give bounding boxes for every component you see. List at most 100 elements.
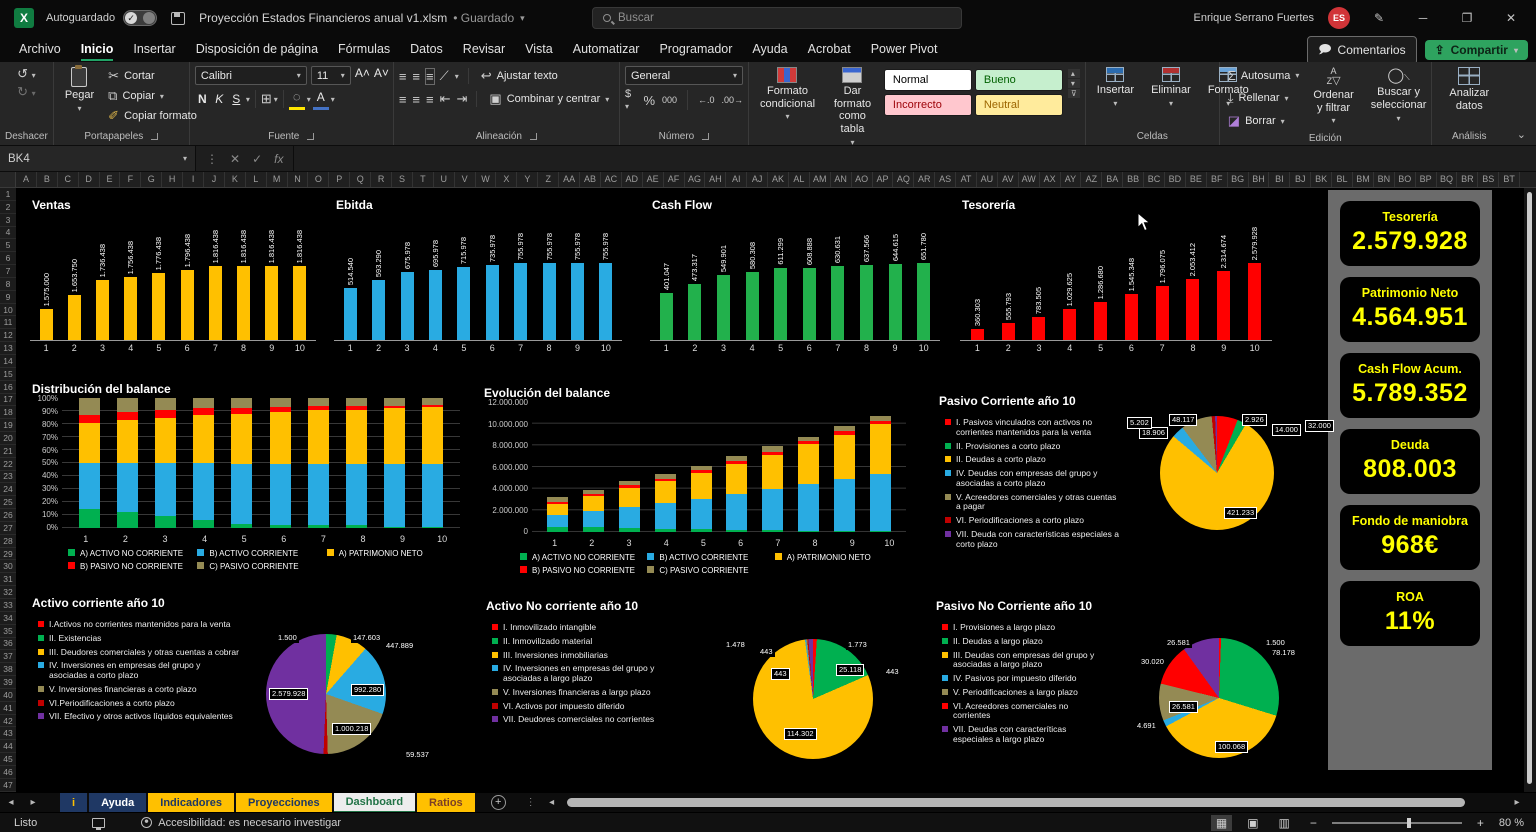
align-bottom-icon[interactable]: ≡: [425, 67, 435, 85]
chart-cashflow[interactable]: Cash Flow 401.047 473.317 549.901 580.308 611…: [644, 194, 946, 364]
font-size-select[interactable]: 11 ▾: [310, 66, 351, 85]
chart-tesoreria[interactable]: Tesorería 360.303 555.793 783.505 1.029.625 1…: [954, 194, 1278, 364]
row-header-38[interactable]: 38: [0, 663, 16, 677]
save-icon[interactable]: [171, 11, 186, 25]
accessibility-icon[interactable]: [141, 817, 153, 828]
menu-tab-archivo[interactable]: Archivo: [19, 42, 61, 56]
row-header-20[interactable]: 20: [0, 432, 16, 445]
menu-tab-ayuda[interactable]: Ayuda: [752, 42, 788, 56]
gallery-down-icon[interactable]: ▾: [1067, 79, 1080, 88]
row-header-22[interactable]: 22: [0, 458, 16, 471]
column-header-AY[interactable]: AY: [1061, 172, 1082, 187]
document-title[interactable]: Proyección Estados Financieros anual v1.…: [199, 11, 448, 25]
column-header-BD[interactable]: BD: [1165, 172, 1186, 187]
formula-input[interactable]: [294, 146, 1536, 171]
zoom-in-button[interactable]: +: [1476, 815, 1484, 830]
accessibility-status[interactable]: Accesibilidad: es necesario investigar: [158, 816, 342, 829]
row-header-17[interactable]: 17: [0, 394, 16, 407]
find-select-button[interactable]: ◯⟍ Buscar y seleccionar ▾: [1370, 67, 1427, 123]
share-button[interactable]: ⇪ Compartir ▾: [1424, 40, 1528, 60]
maximize-button[interactable]: ❐: [1461, 11, 1473, 25]
row-header-28[interactable]: 28: [0, 535, 16, 548]
menu-tab-power-pivot[interactable]: Power Pivot: [870, 42, 938, 56]
column-header-B[interactable]: B: [37, 172, 58, 187]
sort-filter-button[interactable]: A Z▽ Ordenar y filtrar ▾: [1313, 66, 1354, 126]
column-header-A[interactable]: A: [16, 172, 37, 187]
row-header-37[interactable]: 37: [0, 650, 16, 664]
column-header-Z[interactable]: Z: [538, 172, 560, 187]
column-header-AC[interactable]: AC: [601, 172, 622, 187]
column-header-AD[interactable]: AD: [622, 172, 643, 187]
column-header-Y[interactable]: Y: [517, 172, 539, 187]
column-header-AE[interactable]: AE: [643, 172, 664, 187]
clear-button[interactable]: ◪ Borrar ▾: [1227, 113, 1285, 128]
sheet-tab-ayuda[interactable]: Ayuda: [89, 792, 147, 813]
undo-button[interactable]: ↺ ▾: [17, 66, 36, 81]
column-header-BR[interactable]: BR: [1457, 172, 1479, 187]
scroll-left-icon[interactable]: ◂: [549, 797, 555, 808]
row-header-47[interactable]: 47: [0, 779, 16, 792]
column-header-Q[interactable]: Q: [350, 172, 372, 187]
row-header-11[interactable]: 11: [0, 316, 16, 330]
column-header-BG[interactable]: BG: [1228, 172, 1249, 187]
column-header-U[interactable]: U: [434, 172, 455, 187]
row-header-33[interactable]: 33: [0, 599, 16, 612]
sheet-tab-ratios[interactable]: Ratios: [417, 792, 475, 813]
row-header-26[interactable]: 26: [0, 509, 16, 522]
sheet-tab-indicadores[interactable]: Indicadores: [148, 792, 235, 813]
menu-tab-revisar[interactable]: Revisar: [462, 42, 506, 56]
menu-tab-inicio[interactable]: Inicio: [72, 38, 123, 61]
chart-ventas[interactable]: Ventas 1.575.000 1.653.750 1.736.438 1.756.4…: [24, 194, 322, 364]
name-box[interactable]: BK4 ▾: [0, 146, 196, 171]
chart-pie_ac[interactable]: Activo corriente año 10 I.Activos no corr…: [24, 592, 472, 764]
scroll-right-icon[interactable]: ▸: [1514, 797, 1520, 808]
row-headers[interactable]: 1 2 3 4 5 6 7 8 9 10 11 12 13 14 15 16 17 18 19 20 21 22 23 24 2…: [0, 188, 16, 792]
column-header-AT[interactable]: AT: [956, 172, 977, 187]
font-family-select[interactable]: Calibri ▾: [194, 66, 307, 85]
format-painter-button[interactable]: ✐ Copiar formato: [108, 108, 197, 123]
cell-style-normal[interactable]: Normal: [883, 69, 972, 91]
row-header-42[interactable]: 42: [0, 715, 16, 728]
chart-pie_pnc[interactable]: Pasivo No Corriente año 10 I. Provisiones…: [928, 595, 1332, 767]
increase-font-button[interactable]: A˄: [354, 66, 370, 80]
menu-tab-acrobat[interactable]: Acrobat: [807, 42, 851, 56]
row-header-21[interactable]: 21: [0, 445, 16, 458]
fill-color-button[interactable]: ◌: [288, 88, 305, 110]
column-header-AN[interactable]: AN: [831, 172, 852, 187]
row-header-19[interactable]: 19: [0, 419, 16, 433]
horizontal-scrollbar[interactable]: ⋮ ◂ ▸: [506, 797, 1536, 808]
column-header-BB[interactable]: BB: [1123, 172, 1145, 187]
row-header-13[interactable]: 13: [0, 342, 16, 355]
excel-logo-icon[interactable]: X: [14, 8, 34, 28]
cut-button[interactable]: ✂ Cortar: [108, 68, 155, 83]
column-header-AI[interactable]: AI: [726, 172, 748, 187]
column-header-AB[interactable]: AB: [580, 172, 601, 187]
align-right-icon[interactable]: ≡: [426, 91, 434, 107]
cell-style-incorrecto[interactable]: Incorrecto: [883, 94, 972, 116]
row-header-2[interactable]: 2: [0, 201, 16, 214]
wrap-text-button[interactable]: ↩ Ajustar texto: [480, 68, 558, 83]
close-button[interactable]: ✕: [1505, 11, 1517, 25]
display-settings-icon[interactable]: [92, 817, 106, 830]
confirm-entry-icon[interactable]: ✓: [252, 151, 263, 166]
pen-icon[interactable]: ✎: [1373, 11, 1385, 25]
column-header-T[interactable]: T: [413, 172, 434, 187]
avatar[interactable]: ES: [1328, 7, 1350, 29]
row-header-44[interactable]: 44: [0, 740, 16, 754]
row-header-16[interactable]: 16: [0, 381, 16, 394]
column-header-P[interactable]: P: [329, 172, 351, 187]
merge-center-button[interactable]: ▣ Combinar y centrar ▾: [489, 91, 610, 106]
column-header-AF[interactable]: AF: [664, 172, 685, 187]
menu-tab-datos[interactable]: Datos: [410, 42, 443, 56]
column-header-AU[interactable]: AU: [977, 172, 998, 187]
fill-button[interactable]: ⤓ Rellenar ▾: [1227, 90, 1289, 105]
column-header-M[interactable]: M: [267, 172, 288, 187]
column-header-I[interactable]: I: [183, 172, 205, 187]
cell-style-neutral[interactable]: Neutral: [974, 94, 1063, 116]
autosave-toggle[interactable]: ✓: [123, 10, 158, 26]
chart-distribucion[interactable]: Distribución del balance 100% 90% 80% 70% 60%…: [24, 378, 470, 580]
orientation-icon[interactable]: ⟋: [439, 68, 449, 83]
column-header-BL[interactable]: BL: [1332, 172, 1353, 187]
row-header-39[interactable]: 39: [0, 676, 16, 689]
menu-tab-programador[interactable]: Programador: [659, 42, 733, 56]
